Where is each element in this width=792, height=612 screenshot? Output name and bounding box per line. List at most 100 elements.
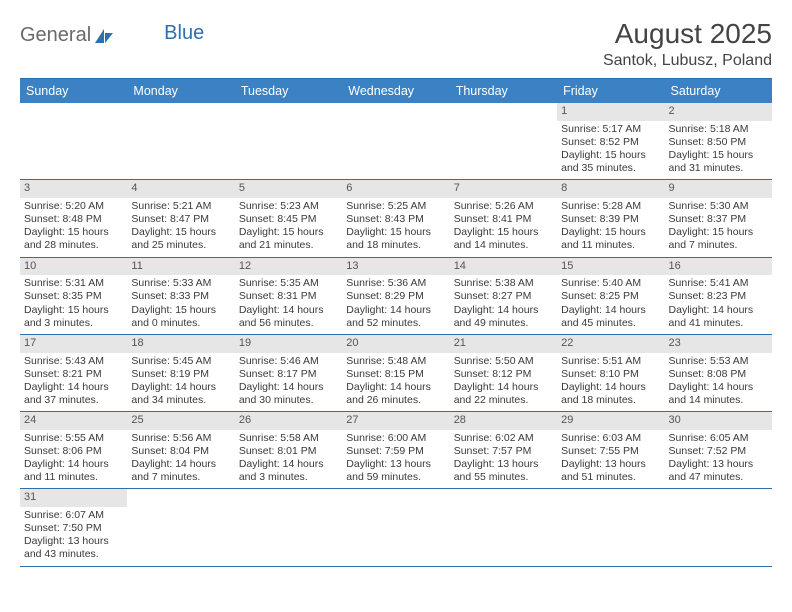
day-number: 27 (342, 412, 449, 430)
sunset-line: Sunset: 8:50 PM (669, 136, 768, 149)
sunrise-line: Sunrise: 5:43 AM (24, 355, 123, 368)
daylight-line: Daylight: 13 hours and 59 minutes. (346, 458, 445, 484)
sunrise-line: Sunrise: 6:03 AM (561, 432, 660, 445)
daylight-line: Daylight: 13 hours and 47 minutes. (669, 458, 768, 484)
day-header: Saturday (665, 79, 772, 103)
day-number: 10 (20, 258, 127, 276)
sunrise-line: Sunrise: 6:05 AM (669, 432, 768, 445)
sunrise-line: Sunrise: 5:56 AM (131, 432, 230, 445)
day-cell: 24Sunrise: 5:55 AMSunset: 8:06 PMDayligh… (20, 412, 127, 488)
day-header: Friday (557, 79, 664, 103)
day-cell: 22Sunrise: 5:51 AMSunset: 8:10 PMDayligh… (557, 335, 664, 411)
sunset-line: Sunset: 7:50 PM (24, 522, 123, 535)
sunrise-line: Sunrise: 5:41 AM (669, 277, 768, 290)
sunset-line: Sunset: 8:08 PM (669, 368, 768, 381)
daylight-line: Daylight: 14 hours and 49 minutes. (454, 304, 553, 330)
month-title: August 2025 (603, 18, 772, 50)
day-number: 26 (235, 412, 342, 430)
day-number: 24 (20, 412, 127, 430)
week-row: 3Sunrise: 5:20 AMSunset: 8:48 PMDaylight… (20, 180, 772, 257)
sunset-line: Sunset: 8:17 PM (239, 368, 338, 381)
day-header: Monday (127, 79, 234, 103)
sunset-line: Sunset: 8:06 PM (24, 445, 123, 458)
day-number: 3 (20, 180, 127, 198)
sunrise-line: Sunrise: 5:25 AM (346, 200, 445, 213)
empty-cell (20, 103, 127, 179)
sunrise-line: Sunrise: 5:40 AM (561, 277, 660, 290)
day-number: 16 (665, 258, 772, 276)
sunset-line: Sunset: 8:23 PM (669, 290, 768, 303)
week-row: 1Sunrise: 5:17 AMSunset: 8:52 PMDaylight… (20, 103, 772, 180)
day-cell: 1Sunrise: 5:17 AMSunset: 8:52 PMDaylight… (557, 103, 664, 179)
day-cell: 28Sunrise: 6:02 AMSunset: 7:57 PMDayligh… (450, 412, 557, 488)
sunset-line: Sunset: 8:35 PM (24, 290, 123, 303)
empty-cell (127, 103, 234, 179)
daylight-line: Daylight: 15 hours and 0 minutes. (131, 304, 230, 330)
day-cell: 31Sunrise: 6:07 AMSunset: 7:50 PMDayligh… (20, 489, 127, 565)
day-number: 21 (450, 335, 557, 353)
day-number: 29 (557, 412, 664, 430)
daylight-line: Daylight: 15 hours and 7 minutes. (669, 226, 768, 252)
header: General Blue August 2025 Santok, Lubusz,… (20, 18, 772, 70)
day-number: 15 (557, 258, 664, 276)
sunrise-line: Sunrise: 5:26 AM (454, 200, 553, 213)
sunrise-line: Sunrise: 5:53 AM (669, 355, 768, 368)
daylight-line: Daylight: 15 hours and 14 minutes. (454, 226, 553, 252)
day-cell: 23Sunrise: 5:53 AMSunset: 8:08 PMDayligh… (665, 335, 772, 411)
day-number: 6 (342, 180, 449, 198)
sunrise-line: Sunrise: 5:28 AM (561, 200, 660, 213)
empty-cell (342, 103, 449, 179)
daylight-line: Daylight: 15 hours and 35 minutes. (561, 149, 660, 175)
sunset-line: Sunset: 8:31 PM (239, 290, 338, 303)
day-header: Thursday (450, 79, 557, 103)
day-cell: 27Sunrise: 6:00 AMSunset: 7:59 PMDayligh… (342, 412, 449, 488)
daylight-line: Daylight: 14 hours and 26 minutes. (346, 381, 445, 407)
sunset-line: Sunset: 8:12 PM (454, 368, 553, 381)
daylight-line: Daylight: 14 hours and 34 minutes. (131, 381, 230, 407)
sunrise-line: Sunrise: 5:48 AM (346, 355, 445, 368)
day-number: 14 (450, 258, 557, 276)
day-cell: 26Sunrise: 5:58 AMSunset: 8:01 PMDayligh… (235, 412, 342, 488)
day-number: 8 (557, 180, 664, 198)
day-cell: 6Sunrise: 5:25 AMSunset: 8:43 PMDaylight… (342, 180, 449, 256)
weeks-container: 1Sunrise: 5:17 AMSunset: 8:52 PMDaylight… (20, 103, 772, 567)
day-number: 12 (235, 258, 342, 276)
day-number: 30 (665, 412, 772, 430)
sunset-line: Sunset: 8:41 PM (454, 213, 553, 226)
sunset-line: Sunset: 8:43 PM (346, 213, 445, 226)
sunset-line: Sunset: 7:52 PM (669, 445, 768, 458)
day-number: 2 (665, 103, 772, 121)
empty-cell (557, 489, 664, 565)
daylight-line: Daylight: 14 hours and 3 minutes. (239, 458, 338, 484)
sunset-line: Sunset: 7:55 PM (561, 445, 660, 458)
day-header: Wednesday (342, 79, 449, 103)
location-title: Santok, Lubusz, Poland (603, 52, 772, 70)
day-number: 19 (235, 335, 342, 353)
day-number: 28 (450, 412, 557, 430)
day-number: 25 (127, 412, 234, 430)
daylight-line: Daylight: 15 hours and 28 minutes. (24, 226, 123, 252)
sunset-line: Sunset: 8:19 PM (131, 368, 230, 381)
day-cell: 30 Sunrise: 6:05 AMSunset: 7:52 PMDayligh… (665, 412, 772, 488)
empty-cell (450, 103, 557, 179)
day-cell: 19Sunrise: 5:46 AMSunset: 8:17 PMDayligh… (235, 335, 342, 411)
sunrise-line: Sunrise: 5:46 AM (239, 355, 338, 368)
sunrise-line: Sunrise: 5:36 AM (346, 277, 445, 290)
sunset-line: Sunset: 7:57 PM (454, 445, 553, 458)
sunset-line: Sunset: 8:52 PM (561, 136, 660, 149)
sunset-line: Sunset: 7:59 PM (346, 445, 445, 458)
day-number: 5 (235, 180, 342, 198)
daylight-line: Daylight: 15 hours and 31 minutes. (669, 149, 768, 175)
sunrise-line: Sunrise: 5:20 AM (24, 200, 123, 213)
daylight-line: Daylight: 14 hours and 14 minutes. (669, 381, 768, 407)
daylight-line: Daylight: 14 hours and 18 minutes. (561, 381, 660, 407)
sunset-line: Sunset: 8:37 PM (669, 213, 768, 226)
sunrise-line: Sunrise: 6:07 AM (24, 509, 123, 522)
daylight-line: Daylight: 13 hours and 51 minutes. (561, 458, 660, 484)
sunrise-line: Sunrise: 5:30 AM (669, 200, 768, 213)
day-cell: 17Sunrise: 5:43 AMSunset: 8:21 PMDayligh… (20, 335, 127, 411)
day-number: 18 (127, 335, 234, 353)
day-number: 4 (127, 180, 234, 198)
logo-text-1: General (20, 24, 91, 47)
day-number: 9 (665, 180, 772, 198)
